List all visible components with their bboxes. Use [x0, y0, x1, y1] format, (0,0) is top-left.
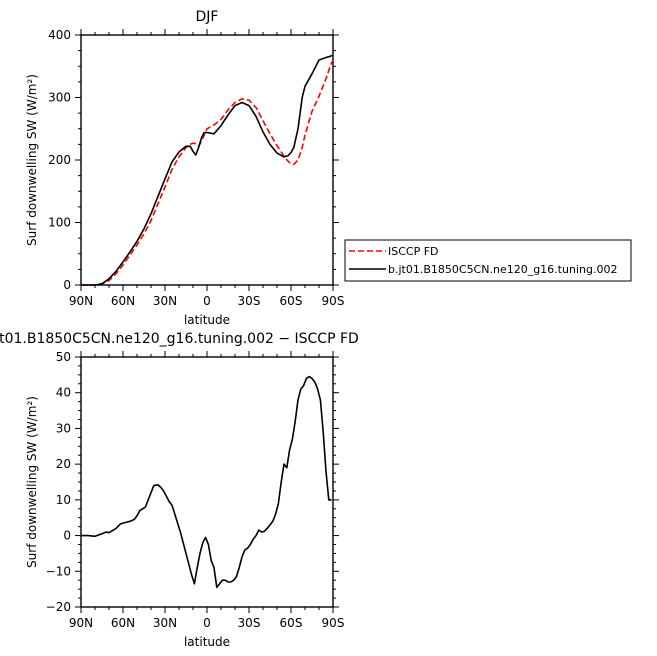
chart-title: jt01.B1850C5CN.ne120_g16.tuning.002 − IS…: [0, 331, 359, 347]
y-tick-label: −20: [46, 600, 71, 614]
y-tick-label: 10: [56, 493, 71, 507]
y-tick-label: 30: [56, 421, 71, 435]
y-axis-label: Surf downwelling SW (W/m²): [25, 396, 39, 568]
plot-frame: [80, 356, 334, 608]
legend-box: [344, 239, 632, 282]
series-line-1: [81, 54, 334, 286]
x-axis-label: latitude: [184, 635, 230, 649]
x-tick-label: 60S: [280, 294, 303, 308]
legend: ISCCP FD b.jt01.B1850C5CN.ne120_g16.tunin…: [344, 239, 632, 282]
y-tick-label: 40: [56, 386, 71, 400]
x-axis-label: latitude: [184, 313, 230, 327]
y-tick-label: 0: [63, 529, 71, 543]
plot-frame: [80, 34, 334, 286]
y-tick-label: 200: [48, 153, 71, 167]
legend-label: ISCCP FD: [388, 245, 439, 258]
x-tick-label: 90N: [69, 294, 93, 308]
x-tick-label: 0: [203, 616, 211, 630]
y-tick-label: 300: [48, 91, 71, 105]
x-tick-label: 60S: [280, 616, 303, 630]
x-tick-label: 90N: [69, 616, 93, 630]
top-panel: 90N 60N 30N 0 30S 60S 90S 0 100 200 300 400 DJF latit…: [25, 9, 344, 327]
difference-panel: 90N 60N 30N 0 30S 60S 90S −20 −10 0 10 20 30 40 50 jt01…: [0, 331, 359, 649]
y-axis-label: Surf downwelling SW (W/m²): [25, 74, 39, 246]
x-tick-label: 90S: [322, 616, 345, 630]
x-tick-label: 60N: [111, 616, 135, 630]
x-tick-label: 30N: [153, 616, 177, 630]
x-tick-label: 30S: [238, 294, 261, 308]
y-tick-label: 20: [56, 457, 71, 471]
x-tick-label: 0: [203, 294, 211, 308]
y-tick-label: 100: [48, 216, 71, 230]
x-tick-label: 90S: [322, 294, 345, 308]
y-tick-label: 400: [48, 28, 71, 42]
y-tick-label: 0: [63, 278, 71, 292]
y-tick-label: −10: [46, 564, 71, 578]
series-line-0: [81, 59, 334, 286]
y-tick-label: 50: [56, 350, 71, 364]
x-tick-label: 60N: [111, 294, 135, 308]
x-tick-label: 30S: [238, 616, 261, 630]
x-tick-label: 30N: [153, 294, 177, 308]
chart-title: DJF: [196, 9, 219, 25]
legend-label: b.jt01.B1850C5CN.ne120_g16.tuning.002: [388, 263, 617, 276]
series-line-0: [81, 375, 332, 589]
